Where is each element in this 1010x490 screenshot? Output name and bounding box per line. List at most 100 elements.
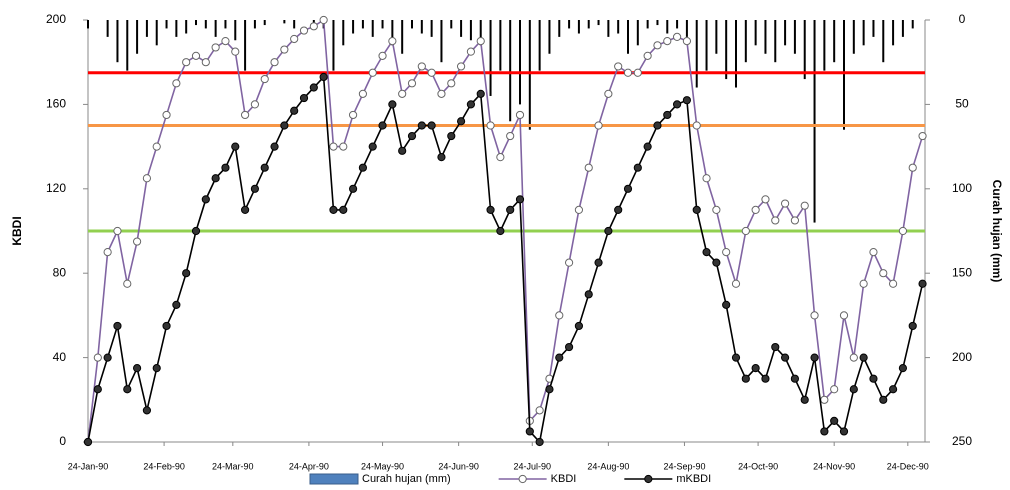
rain-bar: [852, 20, 855, 54]
series-marker: [182, 269, 191, 278]
rain-bar: [253, 20, 256, 29]
series-marker: [123, 385, 132, 394]
rain-bar: [587, 20, 590, 29]
series-marker: [820, 395, 829, 404]
rain-bar: [744, 20, 747, 63]
series-marker: [123, 279, 132, 288]
series-marker: [329, 142, 338, 151]
series-marker: [771, 216, 780, 225]
x-tick-label: 24-Aug-90: [587, 461, 629, 471]
series-marker: [663, 110, 672, 120]
rain-bar: [244, 20, 247, 71]
series-marker: [790, 216, 800, 225]
series-marker: [623, 68, 633, 77]
series-marker: [731, 353, 741, 362]
series-marker: [712, 258, 721, 267]
series-marker: [339, 205, 348, 214]
series-marker: [643, 51, 652, 60]
series-marker: [486, 121, 495, 130]
series-marker: [103, 353, 112, 362]
rain-bar: [793, 20, 796, 54]
series-marker: [859, 279, 868, 288]
series-marker: [594, 258, 603, 267]
series-marker: [476, 37, 485, 46]
series-marker: [712, 205, 721, 214]
x-tick-label: 24-Mar-90: [212, 461, 254, 471]
rain-bar: [509, 20, 512, 122]
series-marker: [888, 279, 898, 288]
y-tick-label: 80: [53, 265, 67, 279]
series-marker: [761, 374, 770, 383]
series-marker: [201, 58, 210, 67]
series-marker: [653, 121, 662, 130]
rain-bar: [568, 20, 571, 29]
series-marker: [348, 110, 358, 120]
x-tick-label: 24-Feb-90: [143, 461, 185, 471]
series-marker: [859, 353, 868, 362]
series-marker: [447, 79, 456, 88]
series-marker: [378, 51, 387, 60]
series-line: [87, 75, 924, 444]
series-marker: [211, 43, 220, 52]
series-marker: [830, 416, 839, 425]
series-marker: [162, 321, 171, 331]
series-marker: [506, 131, 515, 141]
rain-bar: [106, 20, 109, 37]
series-marker: [496, 153, 505, 162]
series-marker: [486, 205, 495, 214]
series-marker: [378, 121, 387, 130]
series-marker: [250, 184, 260, 193]
legend-label: KBDI: [551, 473, 577, 485]
y-tick-label: 120: [46, 181, 66, 195]
series-marker: [800, 395, 809, 404]
rain-bar: [577, 20, 580, 34]
rain-bar: [882, 20, 885, 63]
rain-bar: [823, 20, 826, 71]
series-marker: [103, 248, 112, 257]
rain-bar: [519, 20, 521, 105]
series-marker: [427, 121, 436, 130]
series-marker: [456, 117, 466, 126]
rain-bar: [87, 20, 89, 29]
series-marker: [741, 374, 750, 383]
rain-bar: [136, 20, 139, 54]
series-marker: [132, 237, 142, 246]
rain-bar: [735, 20, 737, 88]
series-marker: [653, 41, 662, 50]
series-marker: [417, 121, 426, 130]
series-marker: [810, 311, 819, 320]
rain-bar: [263, 20, 266, 26]
series-marker: [614, 62, 623, 71]
x-tick-label: 24-Nov-90: [813, 461, 855, 471]
rain-bar: [705, 20, 708, 71]
rain-bar: [469, 20, 472, 41]
rain-bar: [332, 20, 335, 71]
rain-bar: [165, 20, 168, 29]
y-tick-label: 0: [59, 434, 66, 448]
y-tick-label: 160: [46, 97, 66, 111]
rain-bar: [754, 20, 757, 46]
series-marker: [879, 395, 888, 404]
x-tick-label: 24-Jun-90: [438, 461, 479, 471]
rain-bar: [666, 20, 669, 34]
series-marker: [142, 406, 152, 415]
series-marker: [407, 131, 417, 141]
series-marker: [496, 226, 505, 236]
rain-bar: [597, 20, 600, 26]
legend-marker: [644, 474, 653, 484]
series-marker: [348, 184, 358, 193]
series-marker: [800, 201, 809, 210]
series-marker: [898, 226, 908, 236]
series-marker: [437, 89, 446, 98]
series-marker: [545, 385, 554, 394]
series-marker: [162, 110, 171, 120]
series-marker: [604, 226, 613, 236]
series-marker: [388, 37, 397, 46]
series-marker: [368, 68, 377, 77]
x-tick-label: 24-Dec-90: [887, 461, 929, 471]
series-marker: [780, 353, 790, 362]
series-marker: [663, 37, 672, 46]
rain-bar: [440, 20, 443, 63]
series-marker: [388, 100, 397, 109]
rain-bar: [361, 20, 364, 29]
